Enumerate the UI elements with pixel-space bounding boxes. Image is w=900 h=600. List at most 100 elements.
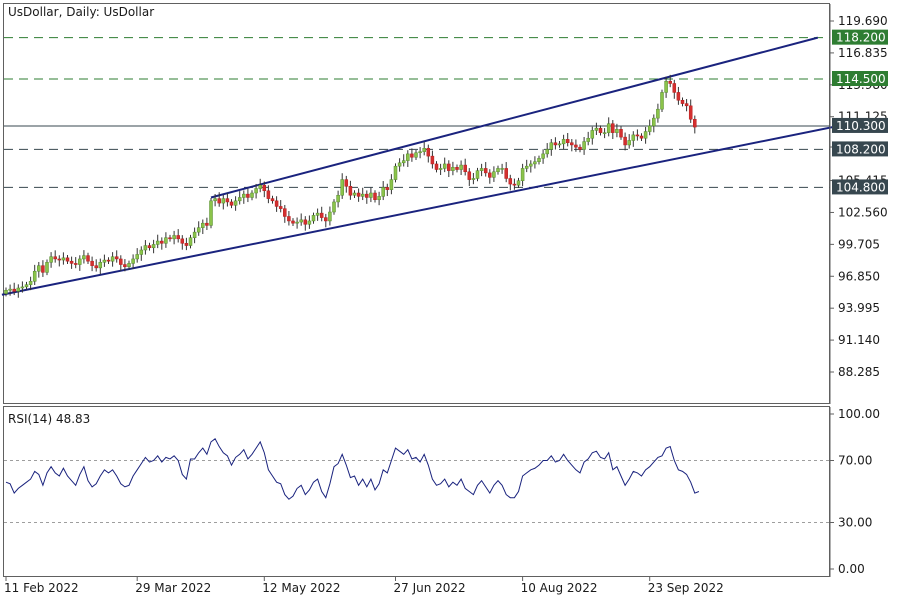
price-tick-label: 96.850 <box>838 269 880 283</box>
level-tag-104.800: 104.800 <box>832 179 888 195</box>
candle <box>594 122 599 136</box>
candle <box>299 213 303 226</box>
rsi-axis: 100.00 70.00 30.00 0.00 <box>829 407 880 577</box>
candle <box>20 281 25 293</box>
candle <box>627 134 631 149</box>
candle <box>258 178 262 193</box>
candle <box>250 190 254 201</box>
candle <box>442 157 447 173</box>
candle <box>319 206 324 222</box>
candle <box>307 215 312 229</box>
candle <box>98 258 103 275</box>
candle <box>340 173 344 199</box>
candle <box>180 235 185 250</box>
candle <box>65 255 70 264</box>
candle <box>504 162 508 183</box>
svg-text:108.200: 108.200 <box>836 142 886 156</box>
main-pane-frame <box>3 3 830 404</box>
candle <box>479 163 484 177</box>
candle <box>570 139 574 152</box>
candle <box>82 250 86 264</box>
candle <box>373 190 377 203</box>
candle <box>590 126 595 145</box>
candle <box>397 158 402 172</box>
candle <box>524 159 529 173</box>
candle <box>602 128 607 139</box>
price-tick-label: 99.705 <box>838 237 880 251</box>
candle <box>4 287 8 297</box>
candle <box>360 187 365 201</box>
candle <box>225 193 230 207</box>
candle <box>635 129 640 141</box>
candle <box>500 163 504 174</box>
candle <box>131 254 135 269</box>
candle <box>196 221 201 236</box>
candle <box>520 163 525 187</box>
horizontal-levels <box>4 37 830 188</box>
candle <box>676 86 681 105</box>
candle <box>422 141 426 156</box>
date-tick-label: 23 Sep 2022 <box>648 581 724 595</box>
candle <box>438 163 443 176</box>
candle <box>344 175 349 193</box>
candle <box>615 123 619 138</box>
candle <box>467 168 472 186</box>
candle <box>78 255 82 271</box>
candle <box>508 174 513 191</box>
date-tick-label: 12 May 2022 <box>262 581 340 595</box>
candle <box>377 191 381 206</box>
level-tag-108.200: 108.200 <box>832 141 888 157</box>
time-axis: 11 Feb 2022 29 Mar 2022 12 May 2022 27 Jun … <box>4 577 724 595</box>
candle <box>114 250 119 263</box>
candle <box>12 282 16 296</box>
candle <box>455 164 459 173</box>
candle <box>102 254 107 267</box>
candle <box>164 232 168 248</box>
candle <box>315 208 320 221</box>
candle <box>647 119 652 136</box>
candle <box>233 196 238 211</box>
rsi-label: RSI(14) 48.83 <box>8 412 90 426</box>
candle <box>639 133 644 142</box>
candle <box>278 200 283 213</box>
candle <box>652 114 656 133</box>
price-axis: 119.690116.835113.980111.125108.415105.4… <box>829 4 888 404</box>
candle <box>619 126 623 140</box>
candle <box>660 89 664 112</box>
candle <box>151 239 156 254</box>
candle <box>266 185 271 204</box>
candle <box>365 190 369 204</box>
price-tick-label: 91.140 <box>838 333 880 347</box>
candle <box>262 181 267 198</box>
candle <box>274 196 279 212</box>
rsi-indicator <box>4 438 830 523</box>
candle <box>488 169 492 184</box>
price-tick-label: 93.995 <box>838 301 880 315</box>
svg-text:118.200: 118.200 <box>836 31 886 45</box>
candle <box>693 115 697 134</box>
candle <box>406 150 410 167</box>
level-tag-118.200: 118.200 <box>832 29 888 45</box>
date-tick-label: 10 Aug 2022 <box>521 581 598 595</box>
rsi-tick-label: 30.00 <box>838 516 872 530</box>
candle <box>110 252 115 267</box>
candle <box>168 234 172 242</box>
candle <box>385 183 390 197</box>
candle <box>184 237 189 251</box>
rsi-line <box>5 438 700 500</box>
candle <box>586 131 590 146</box>
level-tag-110.300: 110.300 <box>832 117 888 133</box>
candle <box>553 137 558 150</box>
candle <box>516 177 521 188</box>
level-tag-114.500: 114.500 <box>832 71 888 87</box>
candle <box>348 180 353 200</box>
candle <box>356 188 361 202</box>
candle <box>414 149 418 161</box>
candle <box>160 237 164 250</box>
date-tick-label: 27 Jun 2022 <box>394 581 466 595</box>
price-tick-label: 119.690 <box>838 14 888 28</box>
candle <box>303 216 308 231</box>
candle <box>57 255 62 267</box>
candle <box>537 155 541 165</box>
